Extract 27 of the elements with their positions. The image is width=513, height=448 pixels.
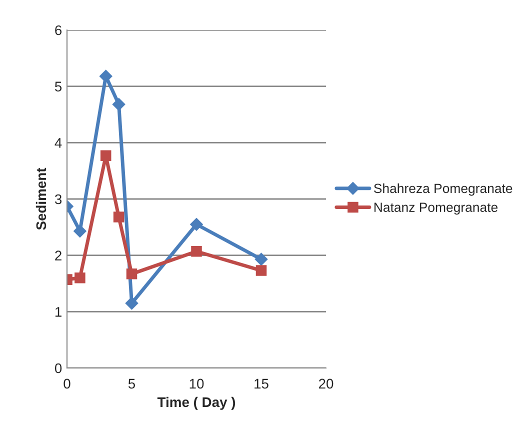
- legend-label: Shahreza Pomegranate: [374, 183, 512, 196]
- x-tick-label: 15: [254, 378, 268, 389]
- point: [191, 246, 202, 257]
- y-tick-label: 5: [54, 82, 62, 92]
- point: [100, 150, 112, 162]
- x-tick-label: 10: [190, 378, 204, 389]
- point: [113, 212, 124, 222]
- point: [112, 98, 126, 111]
- x-axis-title: Time ( Day ): [157, 396, 236, 410]
- point: [256, 265, 267, 276]
- point: [125, 296, 138, 310]
- x-tick-label: 0: [64, 378, 70, 389]
- y-tick-label: 6: [55, 25, 62, 36]
- x-tick-label: 20: [318, 378, 334, 389]
- point: [190, 218, 203, 231]
- x-tick-label: 5: [128, 378, 136, 389]
- y-tick-label: 3: [54, 194, 62, 204]
- y-axis-title: Sediment: [36, 168, 46, 230]
- point: [126, 268, 138, 280]
- y-tick-label: 4: [54, 138, 62, 148]
- y-tick-label: 0: [54, 363, 62, 374]
- y-tick-label: 2: [55, 250, 62, 260]
- point: [74, 272, 86, 284]
- y-tick-label: 1: [55, 307, 62, 317]
- legend-label: Natanz Pomegranate: [374, 202, 498, 215]
- point: [74, 224, 86, 238]
- point: [254, 252, 268, 266]
